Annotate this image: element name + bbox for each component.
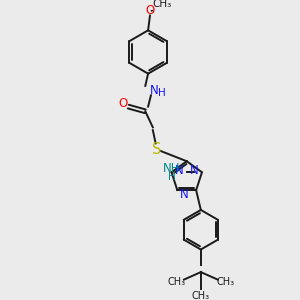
Text: N: N <box>190 164 199 177</box>
Text: O: O <box>146 4 154 17</box>
Text: S: S <box>152 142 161 158</box>
Text: N: N <box>150 84 159 97</box>
Text: CH₃: CH₃ <box>167 277 185 286</box>
Text: H: H <box>168 172 176 182</box>
Text: NH: NH <box>163 162 181 175</box>
Text: N: N <box>179 188 188 201</box>
Text: N: N <box>175 164 183 177</box>
Text: CH₃: CH₃ <box>153 0 172 9</box>
Text: H: H <box>158 88 166 98</box>
Text: O: O <box>118 97 127 110</box>
Text: CH₃: CH₃ <box>216 277 234 286</box>
Text: CH₃: CH₃ <box>192 291 210 300</box>
